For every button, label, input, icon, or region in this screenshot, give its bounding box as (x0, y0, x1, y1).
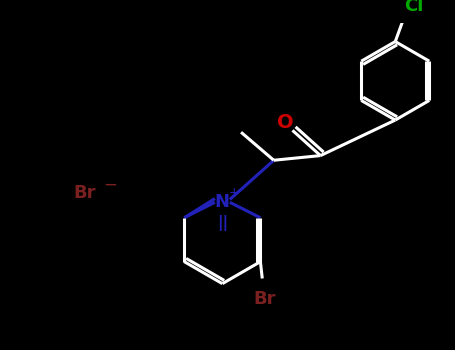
Text: −: − (103, 176, 117, 194)
Text: Br: Br (254, 290, 276, 308)
Text: +: + (228, 187, 239, 199)
Text: Cl: Cl (404, 0, 424, 15)
Text: O: O (277, 113, 293, 132)
Text: N: N (215, 193, 230, 211)
Text: ||: || (217, 215, 228, 231)
Text: Br: Br (74, 184, 96, 202)
